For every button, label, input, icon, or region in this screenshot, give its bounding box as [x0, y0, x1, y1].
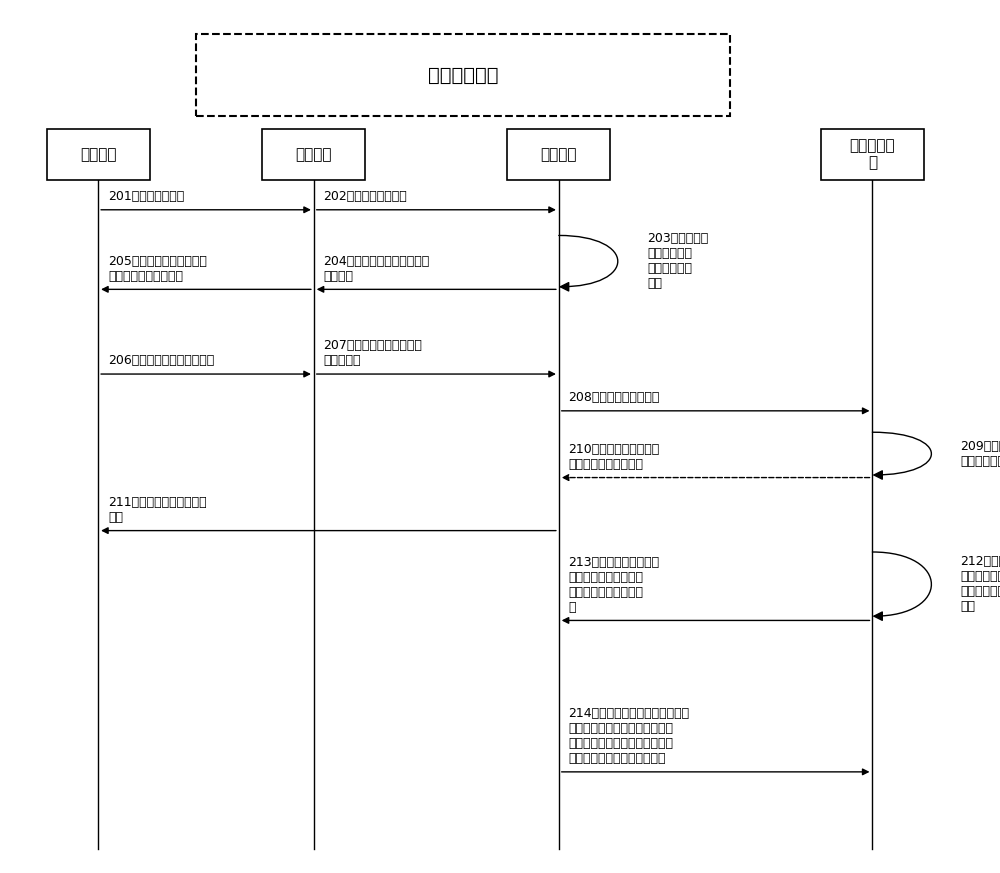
Text: 理赔系统: 理赔系统: [541, 147, 577, 162]
FancyArrowPatch shape: [872, 432, 931, 479]
Text: 202、转发该理赔请求: 202、转发该理赔请求: [324, 190, 407, 203]
Text: 209、对该理赔垫
付请求进审核: 209、对该理赔垫 付请求进审核: [961, 440, 1000, 468]
Bar: [47, 128, 150, 180]
Text: 客户终端: 客户终端: [80, 147, 116, 162]
Text: 208、发送理赔垫付请求: 208、发送理赔垫付请求: [569, 391, 660, 404]
Bar: [196, 34, 730, 115]
Text: 207、反馈请求人确认需要
垫付的信息: 207、反馈请求人确认需要 垫付的信息: [324, 340, 422, 368]
Text: 212、被保险人治
疗过程中，根据
保单的约定进行
垫付: 212、被保险人治 疗过程中，根据 保单的约定进行 垫付: [961, 555, 1000, 613]
Text: 210、若审核通过，反馈
垫付请求审核通过信息: 210、若审核通过，反馈 垫付请求审核通过信息: [569, 443, 660, 471]
Text: 客服系统: 客服系统: [296, 147, 332, 162]
Text: 213、被保险人治疗结束
后，生成垫付凭证并发
送该垫付凭证至理赔系
统: 213、被保险人治疗结束 后，生成垫付凭证并发 送该垫付凭证至理赔系 统: [569, 555, 660, 614]
FancyArrowPatch shape: [559, 236, 618, 291]
Text: 205、发送提示信息，提示
用户是否需要申请垫付: 205、发送提示信息，提示 用户是否需要申请垫付: [108, 255, 207, 283]
Text: 206、反馈确认需要垫付信息: 206、反馈确认需要垫付信息: [108, 354, 214, 368]
Text: 204、若验证通过，反馈验证
通过信息: 204、若验证通过，反馈验证 通过信息: [324, 255, 430, 283]
Text: 自助理赔系统: 自助理赔系统: [428, 65, 498, 85]
Text: 203、根据所述
理赔请求对请
求人进行身份
验证: 203、根据所述 理赔请求对请 求人进行身份 验证: [647, 232, 708, 290]
Bar: [821, 128, 924, 180]
Text: 第三方服务
器: 第三方服务 器: [850, 138, 895, 170]
Text: 201、发送理赔请求: 201、发送理赔请求: [108, 190, 184, 203]
Bar: [262, 128, 365, 180]
Bar: [507, 128, 610, 180]
Text: 211、发送指定就诊医院的
信息: 211、发送指定就诊医院的 信息: [108, 496, 207, 524]
FancyArrowPatch shape: [872, 552, 931, 621]
Text: 214、若该理赔请求的理赔审核结
果为通过，根据该垫付凭证将理
赔金额支付至第三方机构，并把
支付凭证发送至第三方服务器: 214、若该理赔请求的理赔审核结 果为通过，根据该垫付凭证将理 赔金额支付至第三…: [569, 707, 690, 765]
